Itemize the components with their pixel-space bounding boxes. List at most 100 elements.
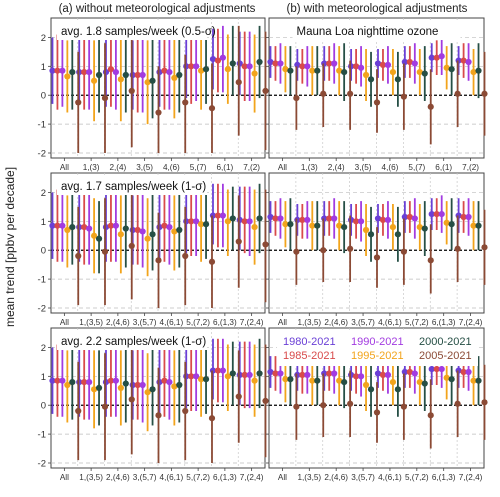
mean-point: [54, 222, 61, 229]
mean-point: [416, 224, 423, 231]
series-1985-2021: [54, 183, 248, 265]
mean-point: [379, 61, 387, 68]
y-tick-label: -2: [38, 149, 46, 160]
panel-bottom-right: All 1,(3,5) 2,(4,6) 3,(5,7) 4,(6,1) 5,(7,2) 6,…: [266, 327, 488, 482]
y-tick-label: 0: [41, 91, 46, 102]
x-tick-label: 4,(6,1): [378, 473, 402, 482]
mean-point: [454, 400, 461, 407]
mean-point: [107, 377, 115, 384]
mean-point: [481, 399, 488, 406]
mean-point: [229, 60, 236, 67]
x-tick-label: 3,(5,7): [133, 318, 157, 327]
mean-point: [188, 218, 195, 225]
mean-point: [267, 58, 274, 66]
mean-point: [277, 60, 284, 67]
mean-point: [299, 63, 306, 70]
mean-point: [470, 377, 477, 384]
annotation-box: [57, 21, 207, 40]
mean-point: [352, 218, 360, 225]
mean-point: [411, 370, 418, 377]
mean-point: [460, 57, 467, 64]
mean-point: [427, 103, 434, 110]
mean-point: [373, 409, 381, 416]
x-tick-label: 5,(7,2): [405, 473, 429, 482]
mean-point: [235, 79, 242, 86]
mean-point: [406, 58, 413, 66]
x-tick-label: 2,(4): [328, 163, 345, 172]
mean-point: [314, 222, 321, 229]
mean-point: [64, 381, 71, 389]
x-tick-label: 1,(3,5): [79, 318, 103, 327]
mean-point: [320, 402, 327, 409]
panel-top-right: All 1,(3) 2,(4) 3,(5) 4,(6) 5,(7) 6,(1) 7,(2) Ma…: [266, 17, 488, 172]
mean-point: [75, 99, 82, 106]
mean-point: [287, 221, 294, 228]
mean-point: [443, 374, 450, 381]
mean-point: [481, 244, 488, 251]
mean-point: [272, 60, 279, 67]
mean-point: [454, 90, 461, 97]
mean-point: [214, 57, 222, 64]
x-tick-label: 1,(3,5): [297, 318, 321, 327]
mean-point: [362, 71, 370, 79]
y-tick-label: -2: [38, 459, 46, 470]
mean-point: [379, 371, 387, 378]
mean-point: [112, 222, 119, 229]
mean-point: [193, 373, 200, 380]
mean-point: [282, 66, 289, 73]
x-tick-label: 1,(3,5): [297, 473, 321, 482]
mean-point: [394, 231, 402, 238]
y-tick-label: 0: [41, 246, 46, 257]
mean-point: [155, 412, 162, 419]
mean-point: [90, 77, 98, 84]
panel-annotation: avg. 2.2 samples/week (1-σ): [61, 336, 206, 348]
mean-point: [75, 407, 82, 415]
mean-point: [197, 221, 205, 228]
mean-point: [326, 370, 333, 377]
mean-point: [134, 226, 141, 234]
mean-point: [475, 377, 482, 384]
mean-point: [176, 226, 183, 234]
mean-point: [394, 76, 402, 83]
mean-point: [122, 71, 129, 79]
mean-point: [357, 373, 365, 380]
mean-point: [251, 70, 258, 77]
mean-point: [282, 376, 289, 383]
mean-point: [235, 393, 242, 400]
mean-point: [251, 377, 258, 384]
mean-point: [331, 370, 338, 377]
x-tick-label: 3,(5,7): [351, 473, 375, 482]
mean-point: [208, 258, 216, 265]
mean-point: [219, 54, 226, 61]
x-tick-label: All: [60, 473, 69, 482]
mean-point: [320, 90, 327, 97]
mean-point: [475, 67, 482, 74]
mean-point: [101, 248, 109, 255]
x-tick-label: 7,(2,4): [240, 473, 264, 482]
mean-point: [267, 368, 274, 376]
series-2000-2021: [69, 338, 263, 426]
mean-point: [367, 386, 375, 393]
series-1995-2021: [64, 344, 258, 432]
x-tick-label: 5,(7,2): [186, 473, 210, 482]
x-tick-label: 4,(6,1): [378, 318, 402, 327]
mean-point: [341, 224, 348, 231]
mean-point: [251, 224, 258, 231]
x-tick-label: 7,(2): [243, 163, 260, 172]
mean-point: [352, 63, 360, 70]
mean-point: [438, 211, 445, 218]
mean-point: [69, 224, 76, 231]
mean-point: [448, 221, 455, 228]
mean-point: [411, 215, 418, 222]
mean-point: [384, 61, 392, 68]
panel-annotation: avg. 1.7 samples/week (1-σ): [61, 181, 206, 193]
legend-entry: 1990-2021: [351, 336, 404, 348]
mean-point: [188, 373, 195, 380]
mean-point: [155, 257, 162, 264]
legend-box: [277, 332, 478, 366]
mean-point: [144, 235, 151, 242]
series-2005-2021: [75, 189, 269, 308]
series-1995-2021: [282, 46, 477, 101]
series-1995-2021: [64, 189, 258, 277]
mean-point: [287, 67, 294, 74]
